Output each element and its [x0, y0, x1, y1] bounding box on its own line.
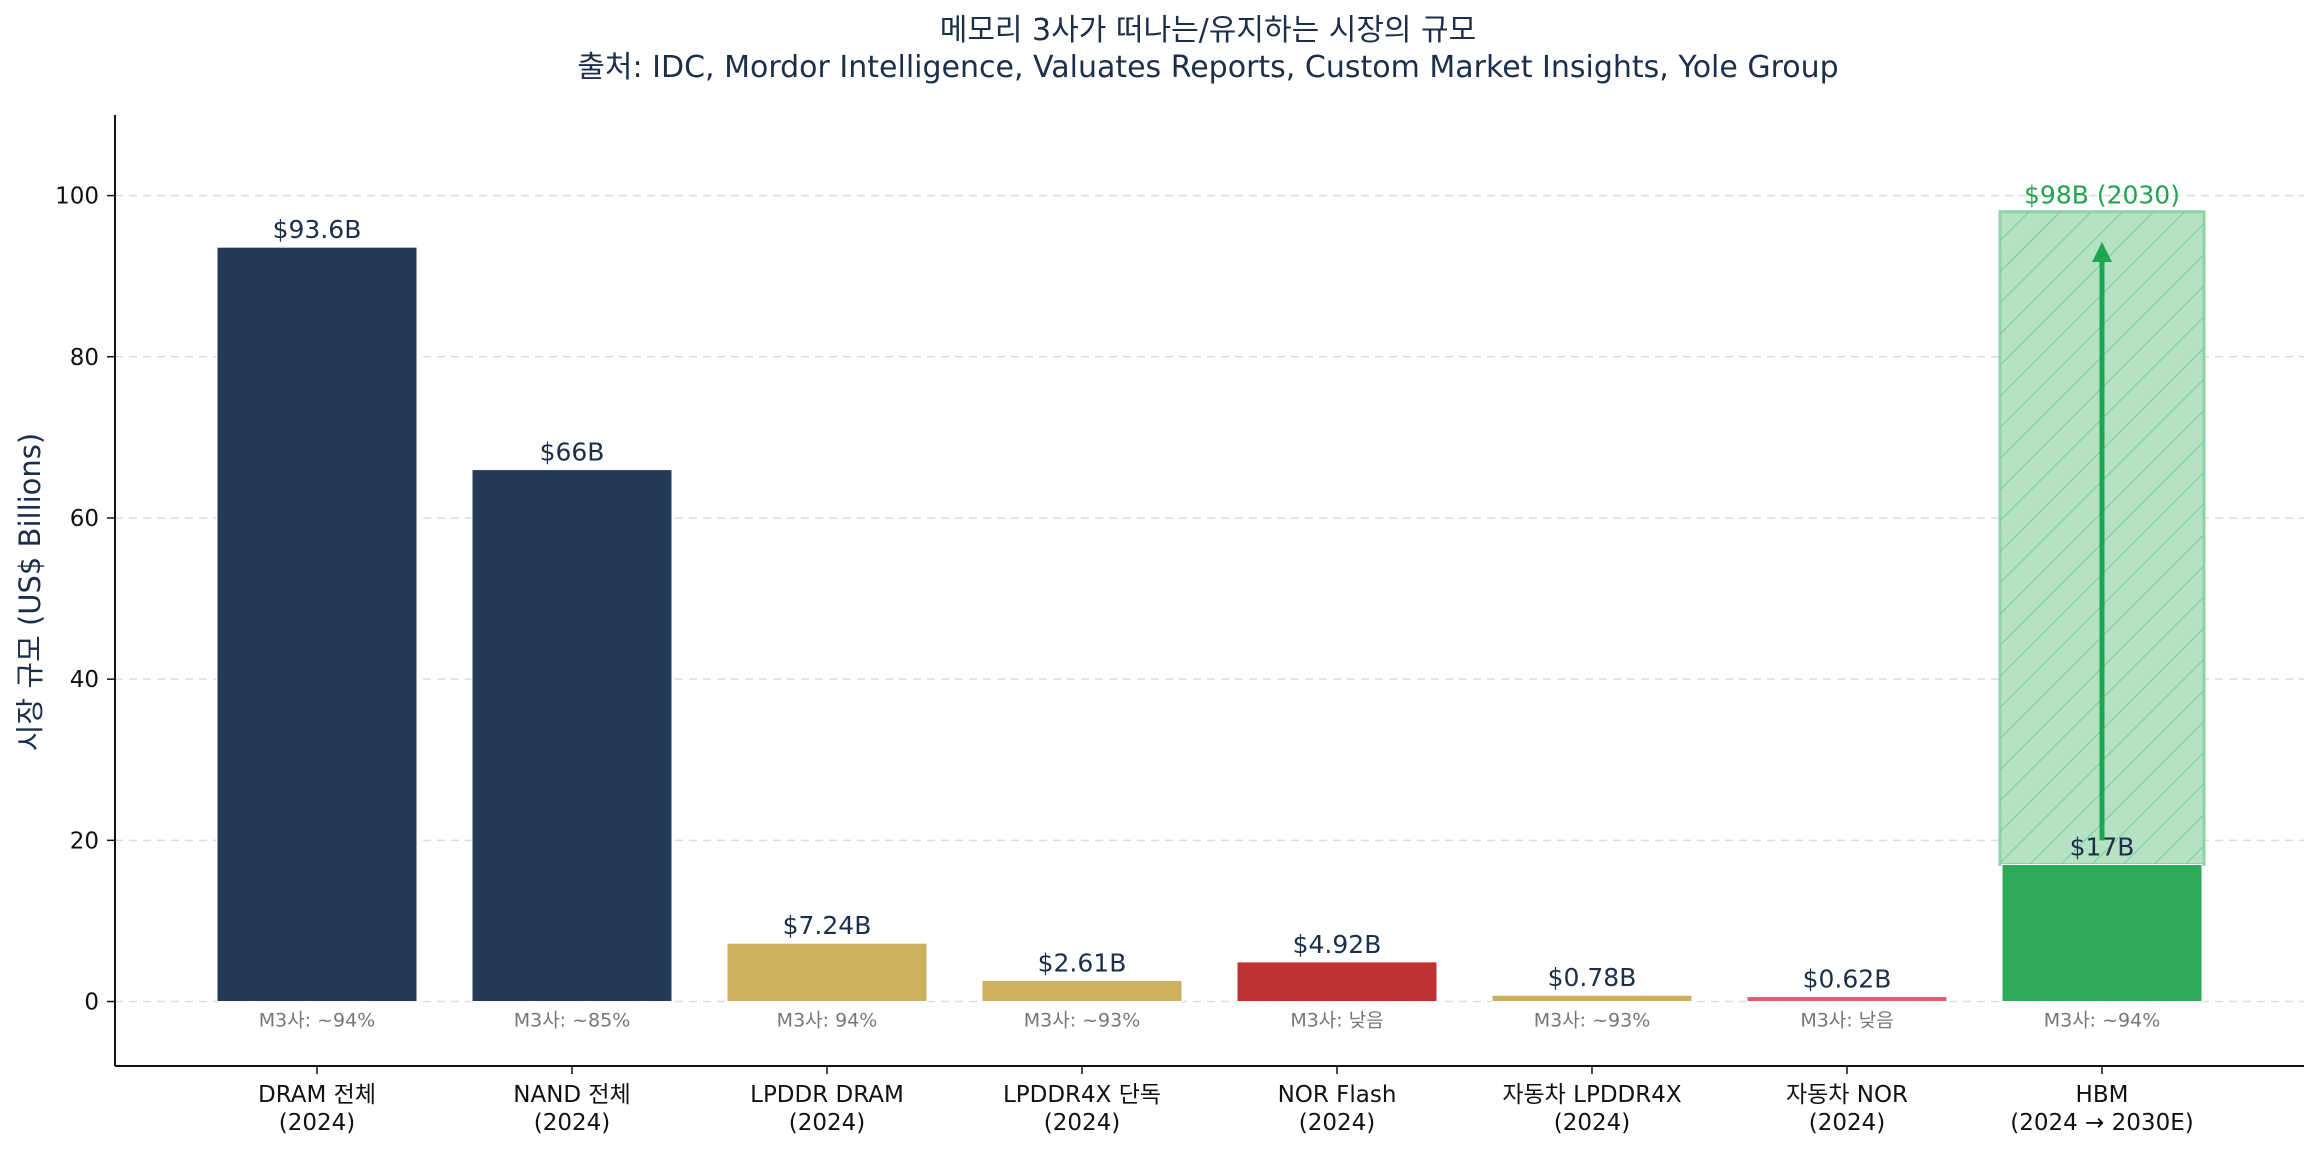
bar	[471, 469, 673, 1003]
share-label: M3사: ~93%	[1024, 1010, 1141, 1032]
grid-lines	[115, 194, 2304, 1003]
projection-label: $98B (2030)	[2024, 181, 2180, 210]
bars	[216, 210, 2206, 1003]
x-tick-label: LPDDR DRAM	[750, 1082, 904, 1108]
chart-title: 메모리 3사가 떠나는/유지하는 시장의 규모	[940, 13, 1477, 48]
bar	[1236, 961, 1438, 1003]
value-label: $4.92B	[1293, 930, 1382, 959]
y-tick-label: 40	[70, 667, 99, 693]
share-label: M3사: 94%	[777, 1010, 878, 1032]
x-axis-ticks: DRAM 전체(2024)NAND 전체(2024)LPDDR DRAM(202…	[258, 1066, 2194, 1136]
x-tick-label-year: (2024)	[1299, 1110, 1375, 1136]
x-tick-label: LPDDR4X 단독	[1003, 1082, 1161, 1108]
y-tick-label: 100	[55, 184, 99, 210]
y-tick-label: 20	[70, 828, 99, 854]
x-tick-label: 자동차 NOR	[1786, 1082, 1908, 1108]
x-tick-label-year: (2024)	[279, 1110, 355, 1136]
x-tick-label: HBM	[2076, 1082, 2129, 1108]
y-tick-label: 80	[70, 345, 99, 371]
x-tick-label-year: (2024)	[534, 1110, 610, 1136]
bar	[726, 942, 928, 1003]
x-tick-label-year: (2024)	[1809, 1110, 1885, 1136]
x-tick-label-year: (2024 → 2030E)	[2010, 1110, 2193, 1136]
value-label: $66B	[540, 438, 605, 467]
share-label: M3사: 낮음	[1290, 1010, 1383, 1032]
value-label: $0.78B	[1548, 963, 1637, 992]
x-tick-label-year: (2024)	[789, 1110, 865, 1136]
value-labels: $93.6B M3사: ~94% $66B M3사: ~85% $7.24B M3사: 9…	[259, 181, 2180, 1032]
y-axis-ticks: 0 20 40 60 80 100	[55, 184, 115, 1016]
x-tick-label: 자동차 LPDDR4X	[1502, 1082, 1682, 1108]
bar	[2001, 864, 2203, 1003]
bar	[216, 246, 418, 1003]
bar	[981, 979, 1183, 1003]
bar	[1491, 994, 1693, 1003]
value-label: $93.6B	[273, 215, 362, 244]
share-label: M3사: ~93%	[1534, 1010, 1651, 1032]
y-axis-label: 시장 규모 (US$ Billions)	[13, 433, 47, 751]
share-label: M3사: ~85%	[514, 1010, 631, 1032]
x-tick-label-year: (2024)	[1044, 1110, 1120, 1136]
bar	[1746, 996, 1948, 1003]
value-label: $2.61B	[1038, 948, 1127, 977]
value-label: $0.62B	[1803, 965, 1892, 994]
chart-subtitle: 출처: IDC, Mordor Intelligence, Valuates R…	[577, 50, 1838, 85]
x-tick-label-year: (2024)	[1554, 1110, 1630, 1136]
x-tick-label: NOR Flash	[1278, 1082, 1397, 1108]
share-label: M3사: 낮음	[1800, 1010, 1893, 1032]
value-label: $7.24B	[783, 911, 872, 940]
share-label: M3사: ~94%	[2044, 1010, 2161, 1032]
y-tick-label: 60	[70, 506, 99, 532]
share-label: M3사: ~94%	[259, 1010, 376, 1032]
y-tick-label: 0	[84, 990, 99, 1016]
x-tick-label: DRAM 전체	[258, 1082, 376, 1108]
x-tick-label: NAND 전체	[513, 1082, 631, 1108]
